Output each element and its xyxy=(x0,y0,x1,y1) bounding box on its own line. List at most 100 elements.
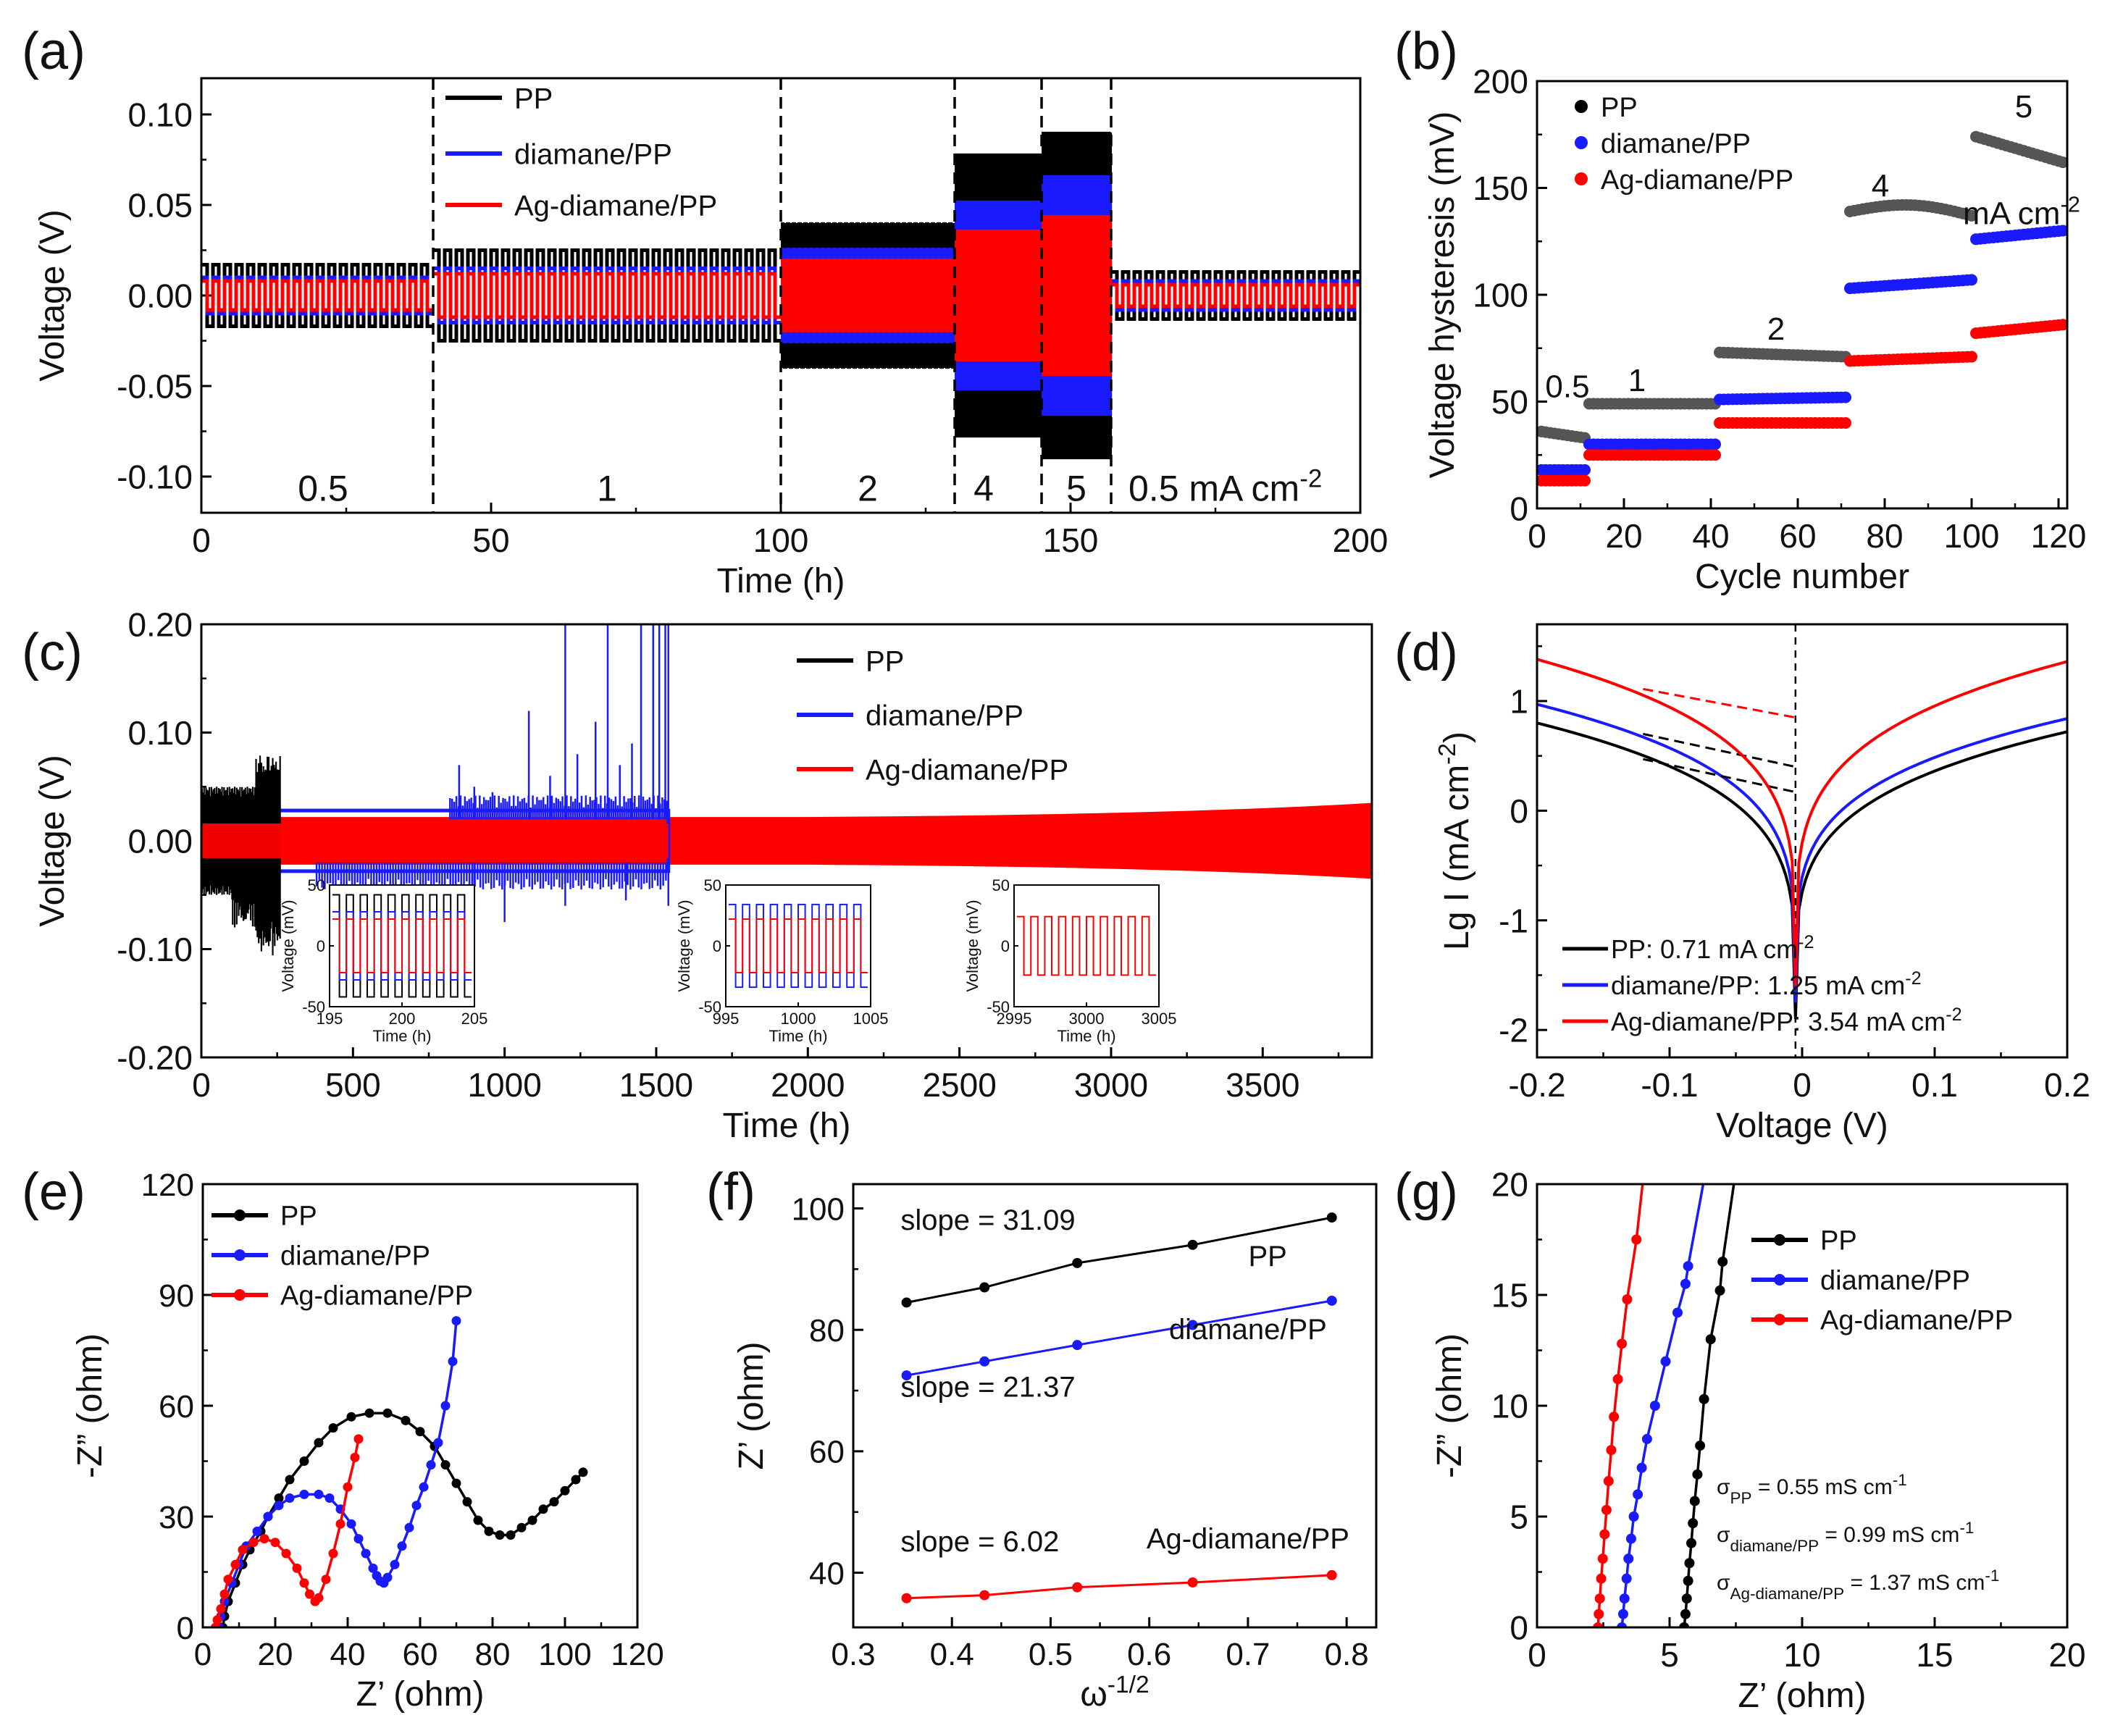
point-AgdiamanePP xyxy=(1612,1374,1623,1385)
point-PP xyxy=(1683,1575,1693,1586)
point-diamanePP xyxy=(1625,1533,1636,1544)
point-AgdiamanePP xyxy=(1622,1294,1633,1305)
x-tick-label: 5 xyxy=(1660,1636,1679,1674)
x-tick-label: 0 xyxy=(1793,1066,1812,1104)
point-diamanePP xyxy=(263,1511,273,1522)
x-tick-label: 120 xyxy=(611,1637,663,1672)
x-tick-label: 100 xyxy=(1944,517,2000,555)
legend-label-2: Ag-diamane/PP: 3.54 mA cm-2 xyxy=(1611,1005,1962,1036)
point-diamanePP xyxy=(979,1356,990,1367)
point-PP xyxy=(1684,1558,1695,1569)
point-AgdiamanePP xyxy=(212,1615,222,1625)
plot-frame xyxy=(200,77,1362,514)
series-pp-band-bottom-3 xyxy=(955,390,1042,437)
curve-diamanePP xyxy=(1620,1184,1705,1627)
point-diamanePP xyxy=(1187,1320,1198,1330)
point-diamanePP xyxy=(1649,1401,1660,1411)
point-AgdiamanePP xyxy=(335,1519,346,1529)
point-AgdiamanePP xyxy=(259,1534,269,1544)
inset-c2: 995 1000 1005 -50 0 50 Time (h) Voltage (mV) xyxy=(675,876,888,1045)
point-diamanePP xyxy=(1623,1553,1634,1564)
point-diamanePP xyxy=(274,1501,284,1511)
inset-y-tick-label: -50 xyxy=(987,998,1010,1016)
plot-area xyxy=(1537,130,2067,487)
series-ag-band-top-2 xyxy=(781,259,955,295)
inset-y-label: Voltage (mV) xyxy=(963,900,981,991)
legend-2-marker xyxy=(234,1289,246,1301)
panel-f-warburg-fit: 0.3 0.4 0.5 0.6 0.7 0.8 40 60 80 100 ω-1/2 Z’ (ohm)… xyxy=(732,1183,1378,1714)
x-tick-label: 1000 xyxy=(467,1066,541,1104)
panel-b-voltage-hysteresis: 0 20 40 60 80 100 120 0 50 100 150 200 Cycle number V… xyxy=(1423,63,2086,596)
point-diamanePP xyxy=(1660,1356,1671,1367)
inset-y-tick-label: 0 xyxy=(713,937,721,955)
point-AgdiamanePP xyxy=(314,1593,324,1603)
legend-1-marker xyxy=(1774,1274,1785,1286)
y-tick-label: 0 xyxy=(1509,490,1528,528)
point-PP xyxy=(1705,1334,1716,1345)
y-tick-label: 0.00 xyxy=(127,823,193,860)
series-ag-segment-1 xyxy=(433,272,781,319)
point-diamanePP xyxy=(404,1522,414,1532)
inset-x-tick-label: 995 xyxy=(713,1010,740,1028)
x-tick-label: 40 xyxy=(1692,517,1729,555)
panel-e-nyquist: 0 20 40 60 80 100 120 0 30 60 90 120 Z’ (ohm) -Z” (oh… xyxy=(71,1167,664,1714)
y-axis-label: -Z” (ohm) xyxy=(1431,1333,1469,1478)
panel-d-tafel: -0.2 -0.1 0 0.1 0.2 -2 -1 0 1 Voltage (V) Lg I (mA… xyxy=(1434,623,2090,1145)
y-tick-label: 1 xyxy=(1509,683,1528,721)
plot-frame xyxy=(201,1183,639,1629)
point-AgdiamanePP xyxy=(1617,1338,1628,1349)
rate-label: 0.5 mA cm-2 xyxy=(1129,464,1322,509)
point-diamanePP xyxy=(1617,1609,1628,1619)
y-tick-label: 0.10 xyxy=(127,714,193,752)
point-AgdiamanePP xyxy=(321,1574,331,1585)
series-diamane-spikes xyxy=(315,624,669,923)
point-PP xyxy=(451,1478,461,1488)
inset-y-tick-label: -50 xyxy=(698,998,721,1016)
point-AgdiamanePP-4 xyxy=(2057,319,2067,331)
series-label: PP xyxy=(1248,1241,1286,1272)
tafel-curve-AgdiamanePP xyxy=(1537,658,2067,986)
legend-1-label: diamane/PP xyxy=(514,138,672,170)
legend-0-marker xyxy=(1774,1234,1785,1246)
y-tick-label: 120 xyxy=(141,1167,194,1203)
legend-marker-2 xyxy=(1575,172,1588,185)
x-tick-label: 1500 xyxy=(619,1066,693,1104)
plot-frame xyxy=(852,1183,1378,1629)
point-PP xyxy=(1699,1393,1709,1404)
point-diamanePP xyxy=(324,1493,335,1503)
point-PP xyxy=(560,1485,570,1496)
slope-label: slope = 6.02 xyxy=(900,1526,1059,1558)
point-PP xyxy=(1679,1622,1690,1627)
point-diamanePP xyxy=(299,1489,309,1499)
panel-tag-d: (d) xyxy=(1394,624,1458,682)
y-tick-label: 0.05 xyxy=(127,187,193,225)
point-diamanePP xyxy=(448,1356,458,1367)
series-label: Ag-diamane/PP xyxy=(1147,1523,1349,1555)
inset-x-label: Time (h) xyxy=(1057,1027,1115,1045)
series-pp-segment-5 xyxy=(1111,270,1360,321)
point-AgdiamanePP xyxy=(270,1538,280,1548)
inset-x-tick-label: 205 xyxy=(461,1010,488,1028)
inset-frame xyxy=(329,884,475,1007)
point-diamanePP xyxy=(1641,1433,1652,1444)
inset-y-tick-label: -50 xyxy=(302,998,325,1016)
y-tick-label: 60 xyxy=(159,1389,194,1425)
point-PP xyxy=(506,1530,516,1540)
inset-y-tick-label: 0 xyxy=(1001,937,1010,955)
x-axis-label: Z’ (ohm) xyxy=(1738,1677,1867,1715)
panel-tag-b: (b) xyxy=(1394,22,1458,80)
point-diamanePP xyxy=(314,1489,324,1499)
point-PP xyxy=(538,1504,548,1514)
point-diamanePP xyxy=(1672,1307,1683,1318)
plot-area xyxy=(1593,1184,1735,1627)
plot-area xyxy=(1537,624,2067,1057)
point-diamanePP xyxy=(353,1534,364,1544)
inset-y-label: Voltage (mV) xyxy=(675,900,693,991)
point-AgdiamanePP xyxy=(1072,1582,1083,1593)
point-diamanePP-3 xyxy=(1966,274,1977,286)
y-tick-label: 80 xyxy=(809,1313,845,1349)
rate-label: 0.5 xyxy=(1545,369,1589,405)
point-diamanePP xyxy=(1326,1295,1337,1306)
point-PP xyxy=(462,1497,472,1507)
legend-2-label: Ag-diamane/PP xyxy=(514,190,717,222)
